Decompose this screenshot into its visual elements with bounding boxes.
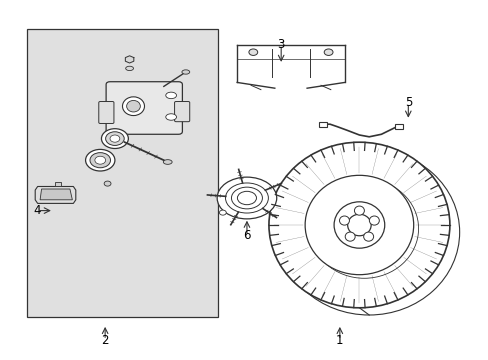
Text: 3: 3 xyxy=(277,39,285,51)
Ellipse shape xyxy=(237,191,256,205)
Polygon shape xyxy=(35,186,76,203)
Ellipse shape xyxy=(347,214,370,236)
Ellipse shape xyxy=(125,66,133,71)
Ellipse shape xyxy=(217,177,276,219)
Ellipse shape xyxy=(165,92,176,99)
Ellipse shape xyxy=(85,149,115,171)
Circle shape xyxy=(219,210,226,215)
FancyBboxPatch shape xyxy=(174,102,189,122)
Bar xyxy=(394,124,403,129)
Ellipse shape xyxy=(95,156,105,164)
Ellipse shape xyxy=(126,100,140,112)
Text: 6: 6 xyxy=(243,229,250,242)
Ellipse shape xyxy=(268,142,449,308)
Ellipse shape xyxy=(105,132,124,145)
FancyBboxPatch shape xyxy=(106,82,182,134)
Ellipse shape xyxy=(354,206,364,215)
Ellipse shape xyxy=(225,183,268,213)
Ellipse shape xyxy=(163,159,172,164)
Ellipse shape xyxy=(90,153,110,168)
Bar xyxy=(55,182,61,186)
Polygon shape xyxy=(125,56,134,63)
Ellipse shape xyxy=(305,175,413,275)
Ellipse shape xyxy=(339,216,349,225)
Ellipse shape xyxy=(363,232,373,241)
Bar xyxy=(27,29,217,317)
Text: 5: 5 xyxy=(404,96,411,109)
Ellipse shape xyxy=(368,216,379,225)
Text: 1: 1 xyxy=(335,334,343,347)
Text: 4: 4 xyxy=(33,204,41,217)
Bar xyxy=(318,122,326,127)
Ellipse shape xyxy=(248,49,257,55)
Ellipse shape xyxy=(122,97,144,116)
Ellipse shape xyxy=(165,114,176,120)
Ellipse shape xyxy=(101,129,128,148)
Ellipse shape xyxy=(182,70,189,74)
FancyBboxPatch shape xyxy=(99,102,114,123)
Text: 2: 2 xyxy=(101,334,109,347)
Ellipse shape xyxy=(324,49,332,55)
Polygon shape xyxy=(40,189,72,200)
Ellipse shape xyxy=(104,181,111,186)
Ellipse shape xyxy=(345,232,354,241)
Ellipse shape xyxy=(333,202,384,248)
Ellipse shape xyxy=(231,187,262,209)
Ellipse shape xyxy=(110,135,120,142)
